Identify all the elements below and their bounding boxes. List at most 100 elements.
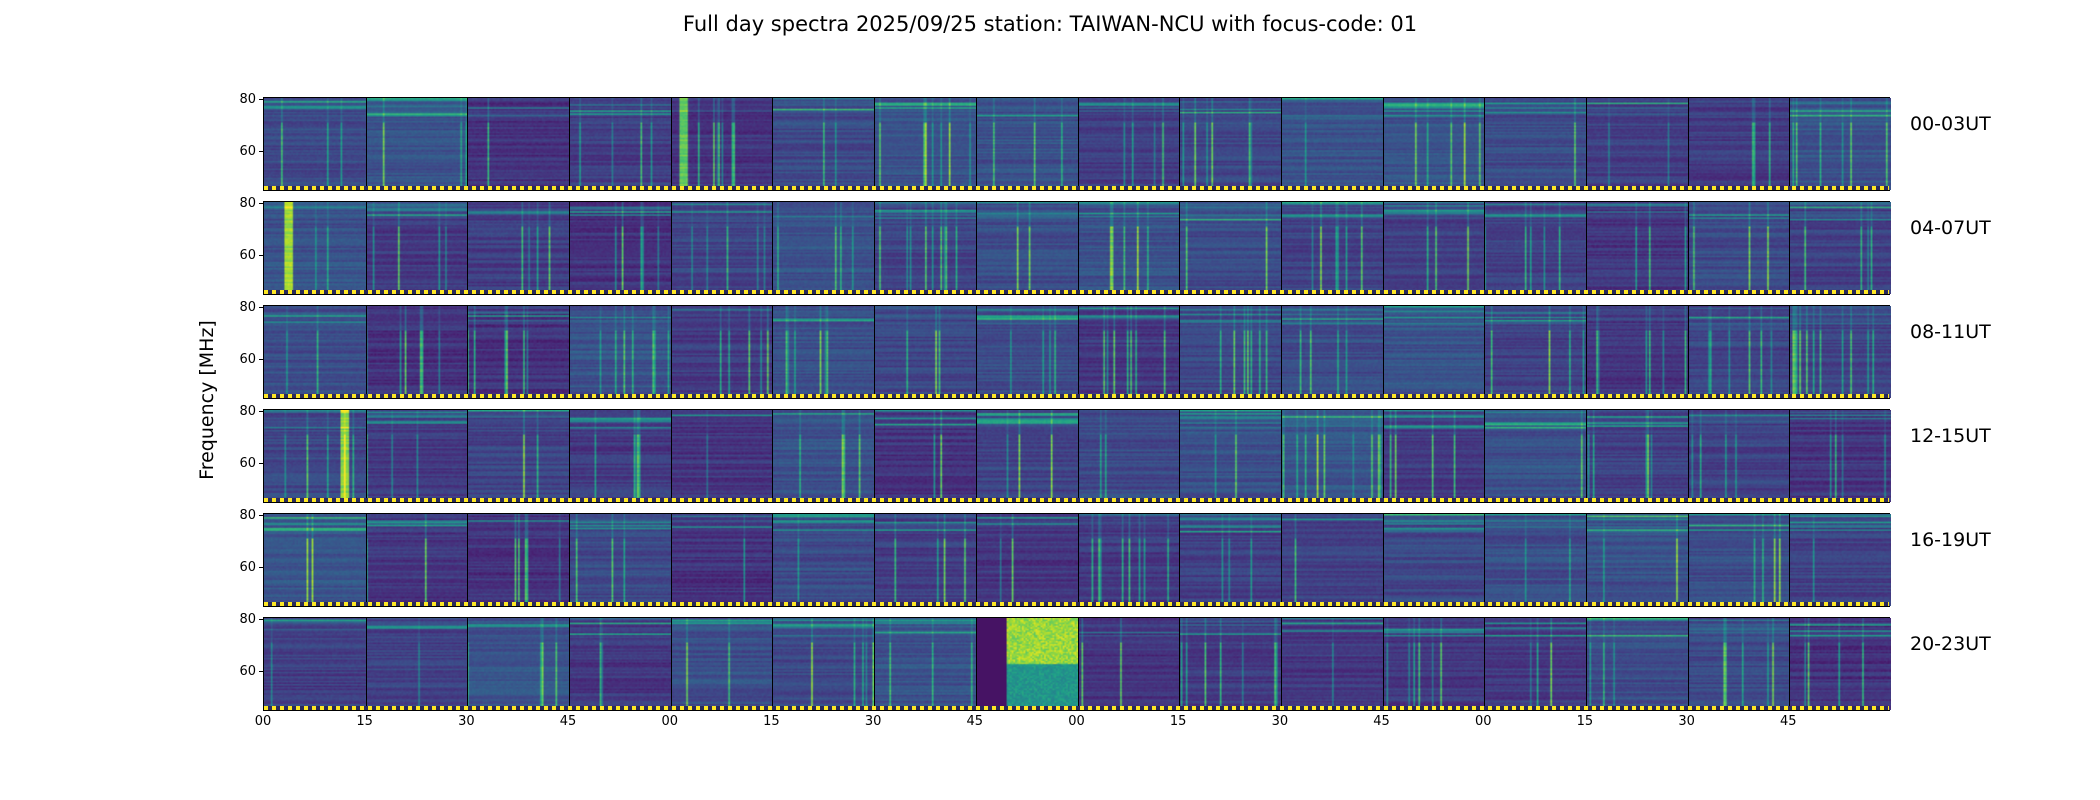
spectrum-panel	[1789, 98, 1891, 190]
panel-divider	[975, 306, 977, 398]
x-tick-label: 30	[458, 714, 475, 729]
panel-divider	[772, 306, 774, 398]
panel-divider	[1077, 514, 1079, 606]
spectrum-panel	[264, 410, 366, 502]
panel-divider	[467, 306, 469, 398]
spectrum-panel	[264, 306, 366, 398]
panel-divider	[1179, 202, 1181, 294]
panel-divider	[874, 514, 876, 606]
spectrum-panel	[975, 514, 1078, 606]
spectrum-panel	[1789, 202, 1891, 294]
x-tick-label: 45	[1373, 714, 1390, 729]
panel-divider	[1484, 618, 1486, 710]
panel-divider	[1789, 98, 1791, 190]
panel-divider	[1077, 410, 1079, 502]
spectrum-panel	[874, 202, 976, 294]
x-tick-label: 15	[356, 714, 373, 729]
spectrum-panel	[670, 306, 773, 398]
y-tick-label: 60	[226, 248, 263, 263]
spectrum-panel	[772, 202, 875, 294]
spectrum-panel	[874, 306, 976, 398]
spectrum-panel	[772, 410, 875, 502]
panel-divider	[569, 514, 571, 606]
panel-divider	[1382, 514, 1384, 606]
y-tick-label: 60	[226, 144, 263, 159]
panel-divider	[1280, 410, 1282, 502]
spectrum-panel	[1382, 618, 1485, 710]
panel-divider	[874, 618, 876, 710]
row-time-label: 12-15UT	[1910, 425, 1991, 447]
panel-divider	[670, 306, 672, 398]
spectrum-panel	[569, 618, 671, 710]
panel-divider	[1484, 514, 1486, 606]
panel-divider	[365, 202, 367, 294]
x-tick-label: 45	[1780, 714, 1797, 729]
x-tick-label: 45	[559, 714, 577, 729]
data-coverage-marker	[264, 394, 1889, 398]
panel-divider	[1484, 410, 1486, 502]
panel-divider	[1280, 98, 1282, 190]
spectrum-panel	[1687, 618, 1790, 710]
spectrum-panel	[1280, 514, 1383, 606]
spectrum-panel	[1280, 306, 1383, 398]
spectrum-panel	[1585, 514, 1688, 606]
panel-divider	[1789, 202, 1791, 294]
spectra-row	[263, 513, 1891, 607]
spectra-row	[263, 97, 1891, 191]
panel-divider	[1179, 410, 1181, 502]
spectrum-panel	[670, 202, 773, 294]
spectrum-panel	[1179, 202, 1281, 294]
spectrum-panel	[874, 410, 976, 502]
panel-divider	[1077, 98, 1079, 190]
spectrum-panel	[365, 306, 468, 398]
spectrum-panel	[1687, 98, 1790, 190]
panel-divider	[874, 306, 876, 398]
panel-divider	[975, 618, 977, 710]
panel-divider	[1484, 98, 1486, 190]
spectrum-panel	[1179, 514, 1281, 606]
x-tick-label: 15	[763, 714, 780, 729]
spectrum-panel	[1179, 410, 1281, 502]
spectrum-panel	[1077, 306, 1180, 398]
spectrum-panel	[1179, 98, 1281, 190]
spectrum-panel	[1077, 514, 1180, 606]
y-tick-label: 80	[226, 612, 263, 627]
data-coverage-marker	[264, 290, 1889, 294]
data-coverage-marker	[264, 602, 1889, 606]
spectrum-panel	[1585, 618, 1688, 710]
x-tick-label: 45	[966, 714, 984, 729]
spectrum-panel	[1382, 306, 1485, 398]
spectrum-panel	[264, 202, 366, 294]
panel-divider	[975, 202, 977, 294]
spectrum-panel	[1484, 514, 1586, 606]
panel-divider	[1280, 202, 1282, 294]
panel-divider	[975, 514, 977, 606]
panel-divider	[1382, 618, 1384, 710]
spectrum-panel	[1789, 618, 1891, 710]
panel-divider	[670, 202, 672, 294]
y-tick-label: 80	[226, 300, 263, 315]
row-time-label: 20-23UT	[1910, 633, 1991, 655]
spectrum-panel	[1077, 202, 1180, 294]
x-tick-label: 00	[661, 714, 679, 729]
panel-divider	[569, 202, 571, 294]
spectrum-panel	[1484, 618, 1586, 710]
spectrum-panel	[1789, 410, 1891, 502]
x-tick-label: 15	[1576, 714, 1594, 729]
spectra-row	[263, 305, 1891, 399]
spectrum-panel	[1789, 514, 1891, 606]
panel-divider	[1585, 618, 1587, 710]
x-tick-label: 00	[1474, 714, 1492, 729]
spectrum-panel	[1687, 306, 1790, 398]
data-coverage-marker	[264, 186, 1889, 190]
panel-divider	[569, 306, 571, 398]
panel-divider	[975, 98, 977, 190]
spectrum-panel	[365, 202, 468, 294]
panel-divider	[1585, 514, 1587, 606]
panel-divider	[670, 410, 672, 502]
panel-divider	[670, 514, 672, 606]
spectrum-panel	[264, 514, 366, 606]
spectrum-panel	[1077, 98, 1180, 190]
y-tick-label: 80	[226, 196, 263, 211]
